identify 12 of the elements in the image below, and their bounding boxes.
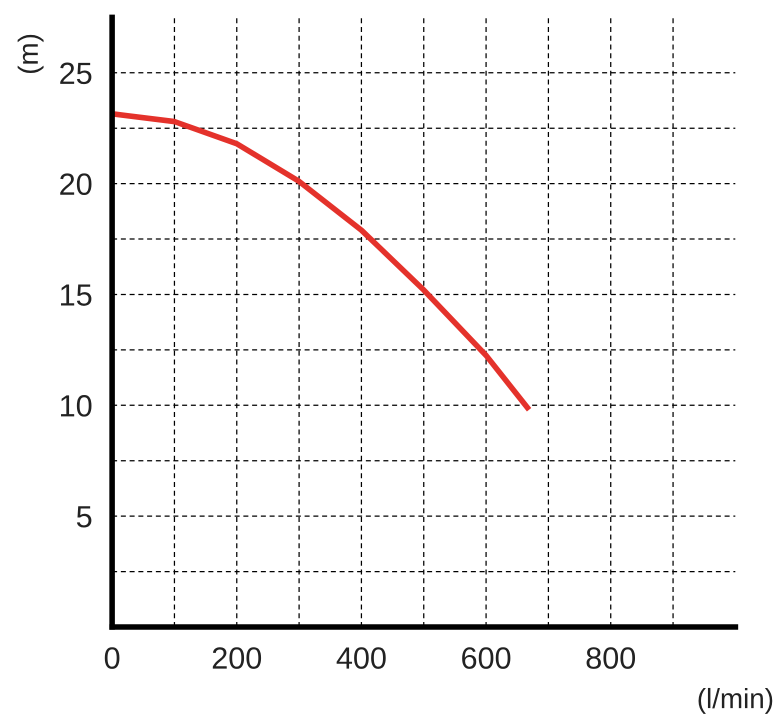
x-tick-label: 0 (104, 647, 120, 669)
x-axis-title: (l/min) (698, 688, 772, 714)
x-tick-label: 600 (462, 647, 510, 669)
y-tick-label: 25 (60, 62, 92, 84)
x-tick-label: 800 (586, 647, 636, 669)
y-axis-title: (m) (18, 34, 44, 74)
x-tick-label: 200 (212, 647, 262, 669)
y-tick-label: 5 (76, 506, 92, 528)
y-tick-label: 20 (60, 173, 92, 196)
y-tick-label: 15 (61, 284, 92, 306)
x-tick-label: 400 (336, 647, 386, 669)
y-tick-label: 10 (61, 395, 92, 417)
